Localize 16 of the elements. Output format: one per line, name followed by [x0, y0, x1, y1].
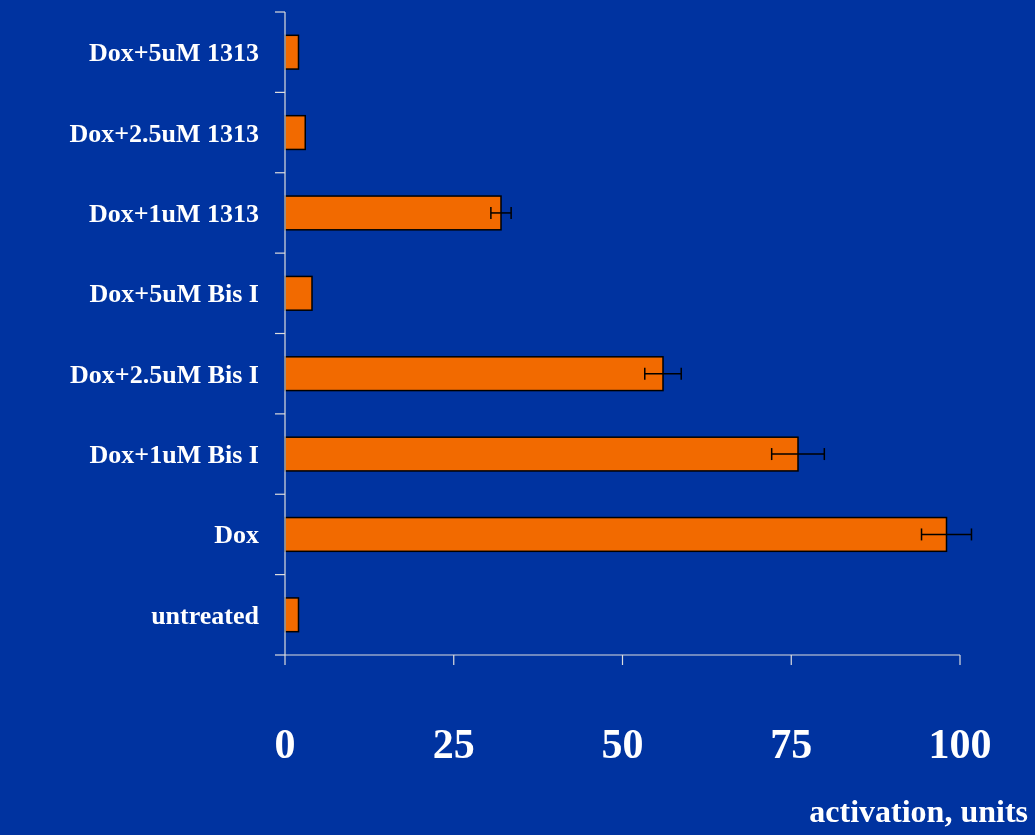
- y-tick-label: Dox+1uM Bis I: [89, 440, 259, 470]
- y-tick-label: Dox+2.5uM 1313: [69, 118, 259, 148]
- y-tick-label: Dox+1uM 1313: [88, 198, 259, 228]
- x-tick-label: 25: [432, 721, 475, 767]
- x-tick-label: 50: [601, 721, 644, 767]
- y-tick-label: Dox: [214, 520, 259, 550]
- x-axis-title: activation, units: [809, 793, 1028, 829]
- x-tick-label: 0: [274, 721, 296, 767]
- bar: [284, 275, 313, 311]
- y-tick-label: Dox+5uM Bis I: [89, 279, 259, 309]
- x-tick-label: 75: [770, 721, 813, 767]
- y-tick-label: Dox+5uM 1313: [88, 38, 259, 68]
- y-tick-label: untreated: [151, 600, 260, 630]
- y-tick-label: Dox+2.5uM Bis I: [70, 359, 259, 389]
- bar: [284, 114, 306, 151]
- x-tick-label: 100: [928, 721, 992, 767]
